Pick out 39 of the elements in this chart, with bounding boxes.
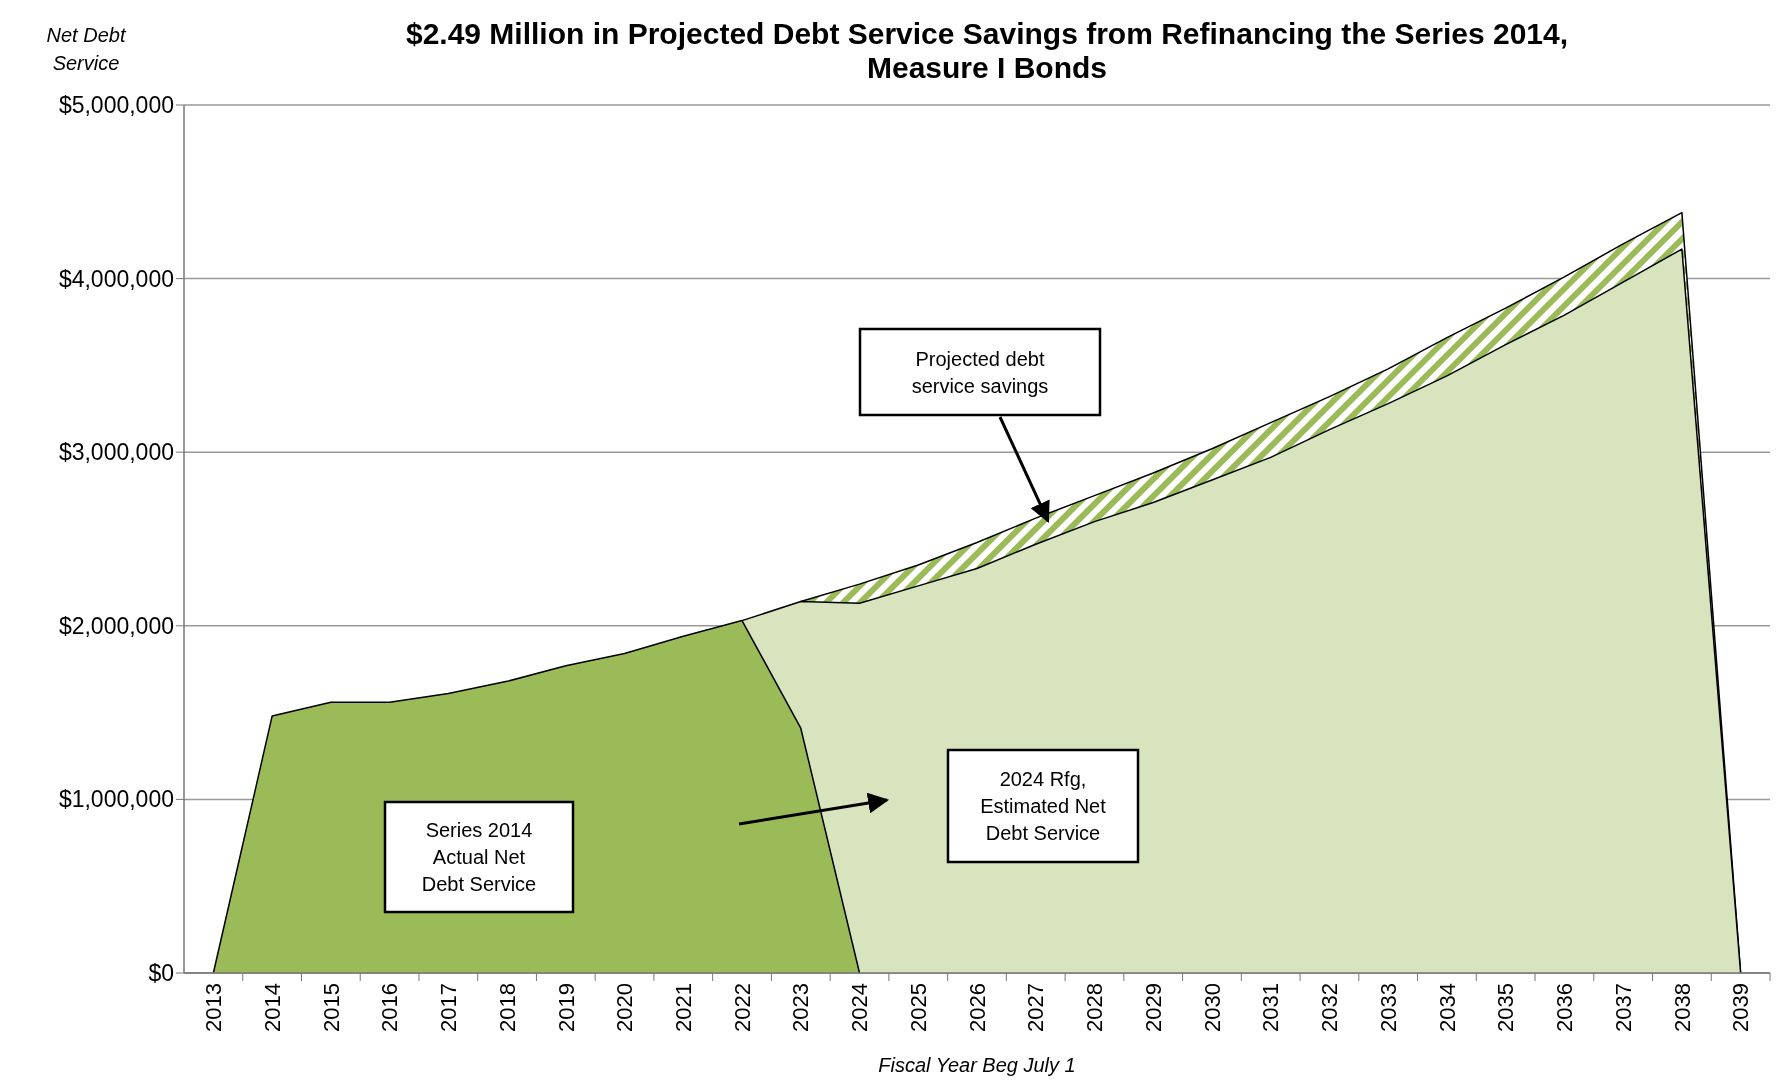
x-tick-label: 2037 bbox=[1610, 983, 1636, 1032]
x-tick-label: 2038 bbox=[1669, 983, 1695, 1032]
x-tick-label: 2020 bbox=[612, 983, 638, 1032]
y-tick-label: $2,000,000 bbox=[58, 612, 174, 639]
x-tick-label: 2030 bbox=[1199, 983, 1225, 1032]
x-tick-label: 2032 bbox=[1317, 983, 1343, 1032]
x-tick-label: 2035 bbox=[1493, 983, 1519, 1032]
y-tick-label: $1,000,000 bbox=[58, 786, 174, 813]
y-tick-label: $4,000,000 bbox=[58, 265, 174, 292]
x-tick-label: 2039 bbox=[1728, 983, 1754, 1032]
x-tick-label: 2014 bbox=[259, 983, 285, 1032]
x-tick-label: 2034 bbox=[1434, 983, 1460, 1032]
x-tick-label: 2024 bbox=[847, 983, 873, 1032]
x-tick-label: 2017 bbox=[436, 983, 462, 1032]
x-axis-title: Fiscal Year Beg July 1 bbox=[878, 1054, 1076, 1076]
y-axis-title: Net Debt Service bbox=[46, 24, 127, 74]
x-tick-label: 2026 bbox=[964, 983, 990, 1032]
x-tick-label: 2036 bbox=[1552, 983, 1578, 1032]
x-tick-label: 2025 bbox=[905, 983, 931, 1032]
x-tick-label: 2015 bbox=[318, 983, 344, 1032]
x-tick-label: 2033 bbox=[1375, 983, 1401, 1032]
y-tick-label: $3,000,000 bbox=[58, 439, 174, 466]
annotation: Series 2014 Actual Net Debt Service bbox=[421, 819, 537, 895]
x-tick-label: 2019 bbox=[553, 983, 579, 1032]
x-tick-label: 2018 bbox=[494, 983, 520, 1032]
x-tick-label: 2029 bbox=[1140, 983, 1166, 1032]
x-tick-label: 2021 bbox=[671, 983, 696, 1032]
x-tick-label: 2013 bbox=[201, 983, 227, 1032]
x-tick-label: 2023 bbox=[788, 983, 814, 1032]
x-tick-label: 2016 bbox=[377, 983, 403, 1032]
x-tick-label: 2022 bbox=[729, 983, 755, 1032]
y-tick-label: $5,000,000 bbox=[58, 92, 174, 119]
annotation: 2024 Rfg, Estimated Net Debt Service bbox=[980, 768, 1107, 844]
y-tick-label: $0 bbox=[148, 960, 174, 987]
annotation: Projected debt service savings bbox=[911, 347, 1049, 397]
chart-title: $2.49 Million in Projected Debt Service Savings from Refinancing the Series 2014, Measure I Bonds bbox=[405, 17, 1569, 84]
x-tick-label: 2031 bbox=[1258, 983, 1284, 1032]
x-tick-label: 2028 bbox=[1082, 983, 1108, 1032]
x-tick-label: 2027 bbox=[1023, 983, 1049, 1032]
